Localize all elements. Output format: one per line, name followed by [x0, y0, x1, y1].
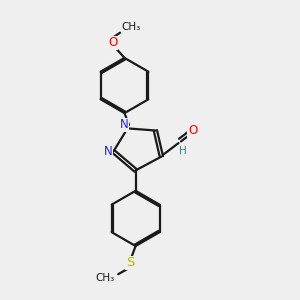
Text: S: S [126, 256, 134, 269]
Text: O: O [188, 124, 197, 137]
Text: N: N [119, 118, 128, 131]
Text: H: H [178, 146, 186, 157]
Text: O: O [109, 36, 118, 50]
Text: N: N [103, 145, 112, 158]
Text: CH₃: CH₃ [95, 273, 115, 283]
Text: CH₃: CH₃ [122, 22, 141, 32]
